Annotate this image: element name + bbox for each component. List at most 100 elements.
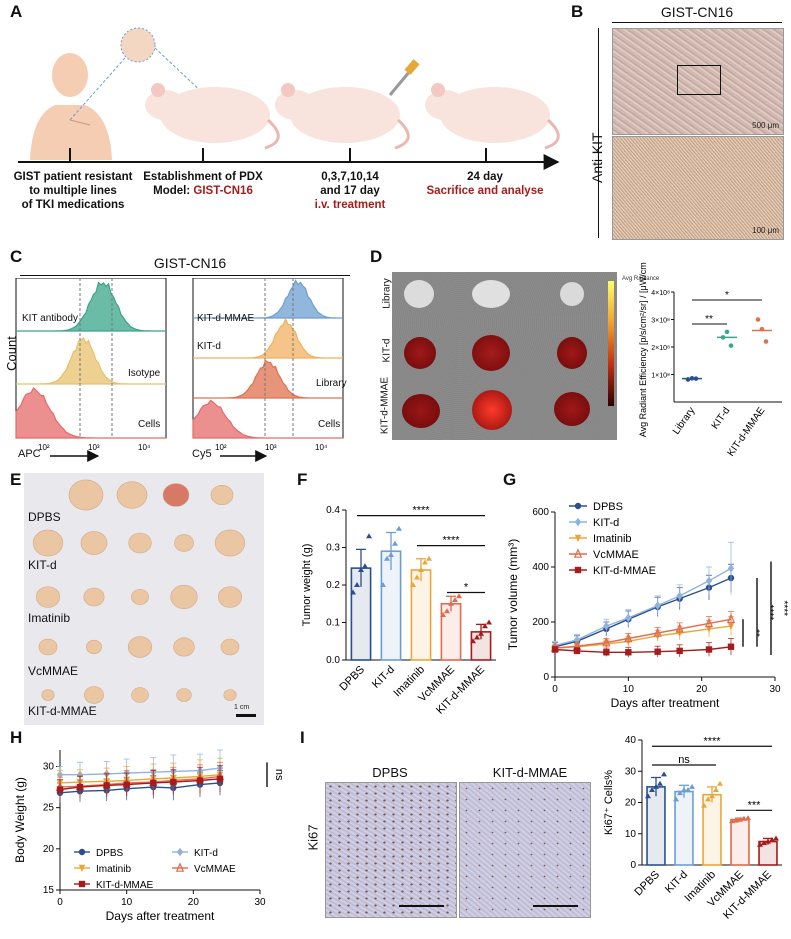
chart-i-sig-1: **** (703, 735, 721, 747)
chart-f-point-4-1 (474, 634, 480, 640)
chart-f-point-2-3 (422, 559, 428, 565)
tumor-scale-bar (236, 714, 256, 717)
chart-g-xtick-label-2: 20 (696, 684, 708, 695)
tumor-row-kit-d-mmae: KIT-d-MMAE (28, 704, 97, 718)
color-scale-bar (608, 281, 614, 406)
tumor-2-3 (170, 584, 198, 610)
chart-i-sig-2: *** (748, 799, 762, 811)
chart-f-point-0-3 (362, 563, 368, 569)
hist-library (193, 359, 343, 399)
flow-left-tick-1: 10³ (88, 443, 100, 452)
chart-f-point-3-2 (448, 600, 454, 606)
mouse-1 (145, 83, 280, 150)
chart-g-ylabel: Tumor volume (mm³) (506, 539, 520, 651)
chart-g-legend-label-2: Imatinib (593, 533, 632, 545)
chart-g-legend-marker-1 (574, 517, 582, 527)
chart-h-ytick-label-1: 20 (43, 844, 55, 855)
chart-h-legend-label-2: Imatinib (96, 864, 131, 875)
tumor-4-4 (223, 689, 237, 701)
tumor-1-0 (32, 529, 64, 557)
scale-bar-bottom: 100 μm (752, 226, 779, 235)
tumor-row-dpbs: DPBS (28, 510, 61, 524)
chart-f-point-2-4 (426, 555, 432, 561)
chart-g-xtick-label-1: 10 (623, 684, 635, 695)
chart-g-legend-marker-2 (574, 534, 582, 543)
chart-h-legend-label-3: VcMMAE (194, 864, 236, 875)
tumor-3-1 (86, 639, 102, 655)
chart-f-point-2-0 (410, 582, 416, 587)
chart-f-sig-0: **** (412, 505, 430, 517)
chart-g-legend-label-0: DPBS (593, 501, 623, 513)
chart-i-point-4-4 (773, 835, 779, 841)
tumor-specimens (32, 479, 246, 704)
chart-d-xtick-2: KIT-d-MMAE (726, 405, 768, 458)
tumor-row-vcmmae: VcMMAE (28, 664, 79, 678)
chart-h-xlabel: Days after treatment (106, 909, 215, 923)
chart-g-point-4-1 (573, 647, 581, 655)
tumor-4-3 (176, 688, 192, 702)
chart-f-point-4-0 (470, 638, 476, 644)
chart-h-legend-marker-2 (78, 864, 86, 873)
chart-i-point-0-2 (653, 783, 659, 789)
chart-g-line-0 (554, 577, 732, 648)
tumor-0-2 (116, 481, 148, 509)
chart-i-ytick-label-3: 30 (625, 766, 637, 777)
chart-h-point-4-4 (150, 779, 157, 787)
chart-h-legend-label-4: KIT-d-MMAE (96, 880, 154, 891)
chart-f-sig-1: **** (442, 535, 460, 547)
chart-g-legend-label-4: KIT-d-MMAE (593, 565, 656, 577)
chart-h-xtick-label-2: 20 (188, 897, 200, 908)
chart-i-bar-1 (674, 790, 694, 866)
chart-i-point-2-1 (705, 796, 711, 802)
chart-h-xtick-label-1: 10 (121, 897, 133, 908)
chart-d-point-2-0 (755, 317, 761, 322)
chart-g-legend-marker-4 (574, 566, 582, 574)
patient-figure (30, 53, 112, 160)
flow-histograms: 10² 10³ 10⁴ 10² 10³ 10⁴ (15, 278, 344, 462)
chart-f-xtick-1: KIT-d (370, 664, 397, 691)
hist-kit-d-mmae (193, 279, 343, 319)
chart-g-xtick-label-0: 0 (552, 684, 558, 695)
body-weight-chart: 0 10 20 30 15 20 25 30 Days after treatment Body … (13, 749, 285, 923)
chart-g-point-1-6 (705, 576, 713, 585)
chart-h-legend-marker-4 (78, 880, 86, 888)
chart-g-point-1-7 (727, 564, 735, 573)
chart-f-point-0-0 (350, 589, 356, 595)
tumor-4-2 (131, 687, 149, 703)
ki67-image-kit-d-mmae (459, 782, 591, 918)
tumor-row-kit-d: KIT-d (28, 558, 57, 572)
chart-g-point-1-3 (625, 613, 632, 623)
chart-d-point-2-2 (763, 339, 769, 344)
chart-f-ytick-label-4: 0.4 (326, 505, 340, 516)
chart-h-line-1 (60, 767, 221, 776)
hist-kit-d (193, 317, 343, 359)
tumor-3-0 (38, 638, 58, 656)
chart-f-point-1-1 (384, 555, 390, 561)
chart-f-point-4-3 (482, 623, 488, 629)
chart-f-ytick-label-1: 0.1 (326, 618, 340, 629)
tumor-volume-chart: 0 10 20 30 0 200 400 600 Days after treatment Tum… (506, 501, 789, 710)
chart-i-ytick-label-2: 20 (625, 798, 637, 809)
chart-f-point-2-1 (414, 574, 420, 580)
tumor-weight-chart: 0.0 0.1 0.2 0.3 0.4 Tumor weight (g) DPBS KIT-d… (301, 505, 496, 717)
chart-g-point-3-2 (602, 636, 611, 647)
chart-g-xtick-label-3: 30 (769, 684, 781, 695)
panel-letter-b: B (571, 2, 584, 21)
chart-g-ytick-label-1: 200 (532, 617, 549, 628)
panel-a-illustration (18, 27, 560, 170)
chart-f-ytick-label-3: 0.3 (326, 543, 340, 554)
chart-g-sig-1: **** (764, 605, 775, 621)
chart-d-sig-1: * (725, 290, 729, 301)
chart-i-point-2-2 (709, 793, 715, 799)
chart-h-xtick-label-0: 0 (57, 897, 63, 908)
chart-i-bar-3 (730, 818, 750, 866)
chart-i-point-0-0 (645, 793, 651, 799)
tumor-3-4 (220, 638, 240, 656)
ki67-side-label: Ki67 (305, 824, 321, 851)
color-scale-title: Avg Radiance (622, 276, 660, 282)
label-kit-d-mmae: KIT-d-MMAE (197, 313, 255, 324)
chart-h-line-4 (59, 778, 221, 791)
ihc-image-low-mag: 500 μm (612, 28, 784, 135)
label-kit-d: KIT-d (197, 341, 221, 352)
chart-g-point-1-5 (676, 591, 683, 601)
